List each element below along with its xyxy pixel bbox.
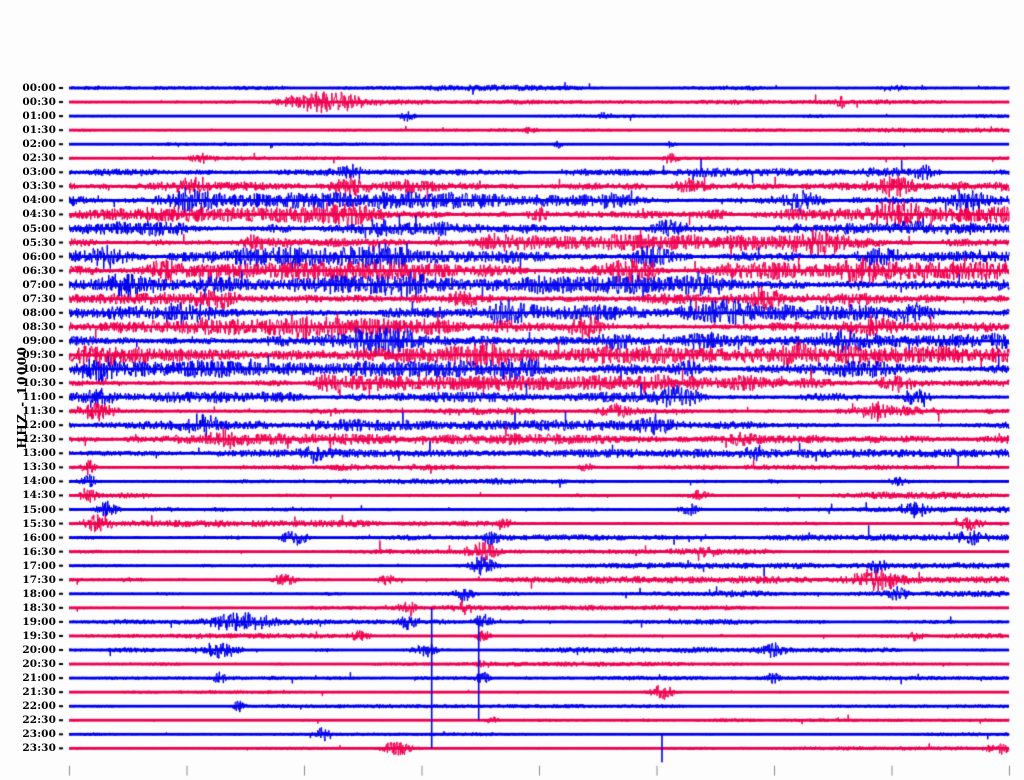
y-axis-label: HHZ - 10000 [15, 345, 29, 449]
